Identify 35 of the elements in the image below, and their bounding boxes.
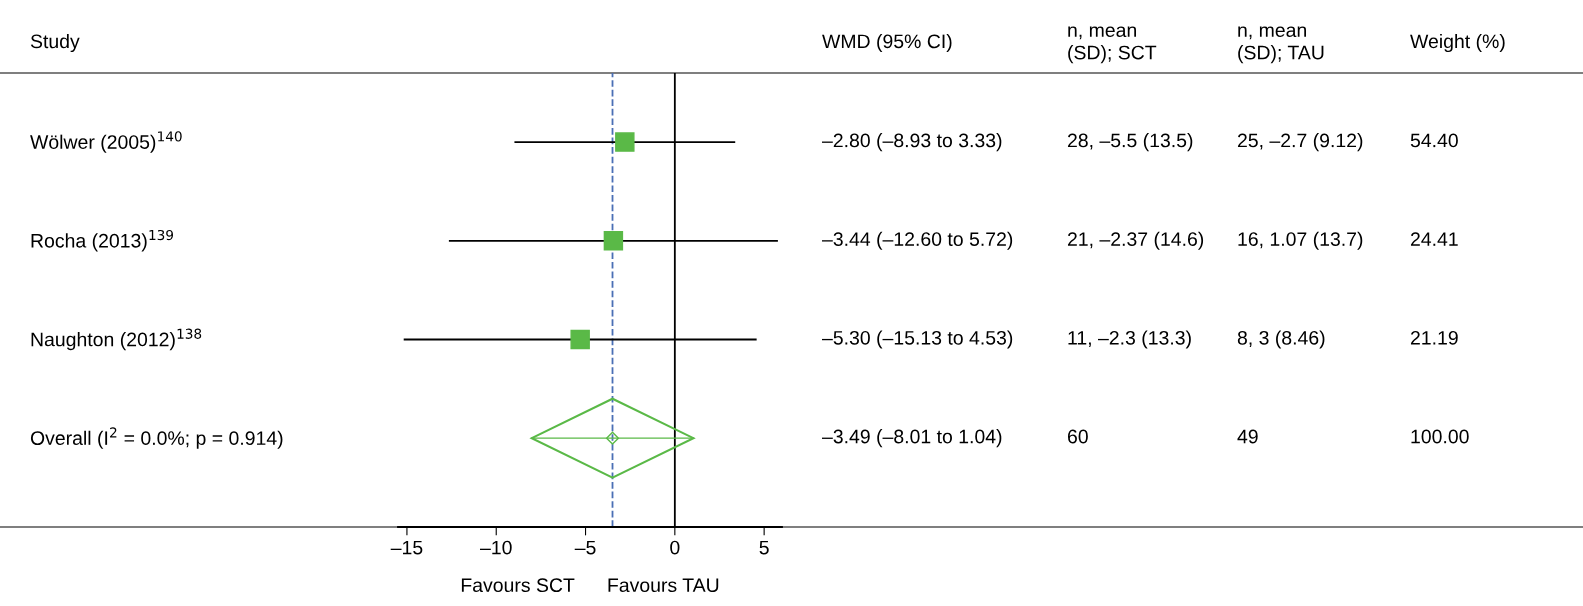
y-tick-label: Naughton (2012)$^{138}$ bbox=[31, 328, 202, 351]
text: 25, –2.7 (9.12) bbox=[1237, 133, 1363, 152]
text: 21, –2.37 (14.6) bbox=[1067, 231, 1204, 250]
text: –2.80 (–8.93 to 3.33) bbox=[822, 133, 1002, 152]
x-tick-label: –5 bbox=[574, 540, 596, 555]
text: 100.00 bbox=[1411, 429, 1469, 444]
x-tick-label: 0 bbox=[670, 540, 680, 555]
text: 11, –2.3 (13.3) bbox=[1068, 330, 1191, 349]
text: 49 bbox=[1237, 429, 1258, 444]
point bbox=[603, 231, 624, 251]
x-tick-label: 5 bbox=[759, 540, 769, 555]
x-tick-label: –15 bbox=[390, 540, 423, 555]
text: –3.44 (–12.60 to 5.72) bbox=[822, 231, 1013, 250]
text: 16, 1.07 (13.7) bbox=[1238, 231, 1363, 250]
text: 28, –5.5 (13.5) bbox=[1067, 133, 1193, 152]
point bbox=[570, 329, 590, 350]
text: 21.19 bbox=[1410, 330, 1458, 345]
text: n, mean (SD); TAU bbox=[1238, 26, 1324, 64]
text: WMD (95% CI) bbox=[822, 33, 952, 53]
text: 54.40 bbox=[1410, 133, 1458, 148]
text: –3.49 (–8.01 to 1.04) bbox=[822, 429, 1002, 448]
y-tick-label: Rocha (2013)$^{139}$ bbox=[31, 229, 174, 252]
x-tick-label: –10 bbox=[480, 540, 512, 555]
y-tick-label: Overall (I$^{2}$ = 0.0%; p = 0.914) bbox=[30, 427, 283, 449]
text: Weight (%) bbox=[1410, 33, 1505, 53]
x-axis-title: Favours SCT Favours TAU bbox=[461, 578, 719, 593]
text: 8, 3 (8.46) bbox=[1237, 330, 1325, 349]
y-tick-label: Wölwer (2005)$^{140}$ bbox=[30, 131, 182, 153]
point bbox=[615, 132, 635, 152]
text: 24.41 bbox=[1410, 232, 1458, 246]
y-axis-title: Study bbox=[30, 33, 80, 53]
text: 60 bbox=[1067, 429, 1088, 444]
text: n, mean (SD); SCT bbox=[1068, 26, 1157, 64]
text: –5.30 (–15.13 to 4.53) bbox=[822, 330, 1013, 349]
point bbox=[605, 431, 620, 445]
